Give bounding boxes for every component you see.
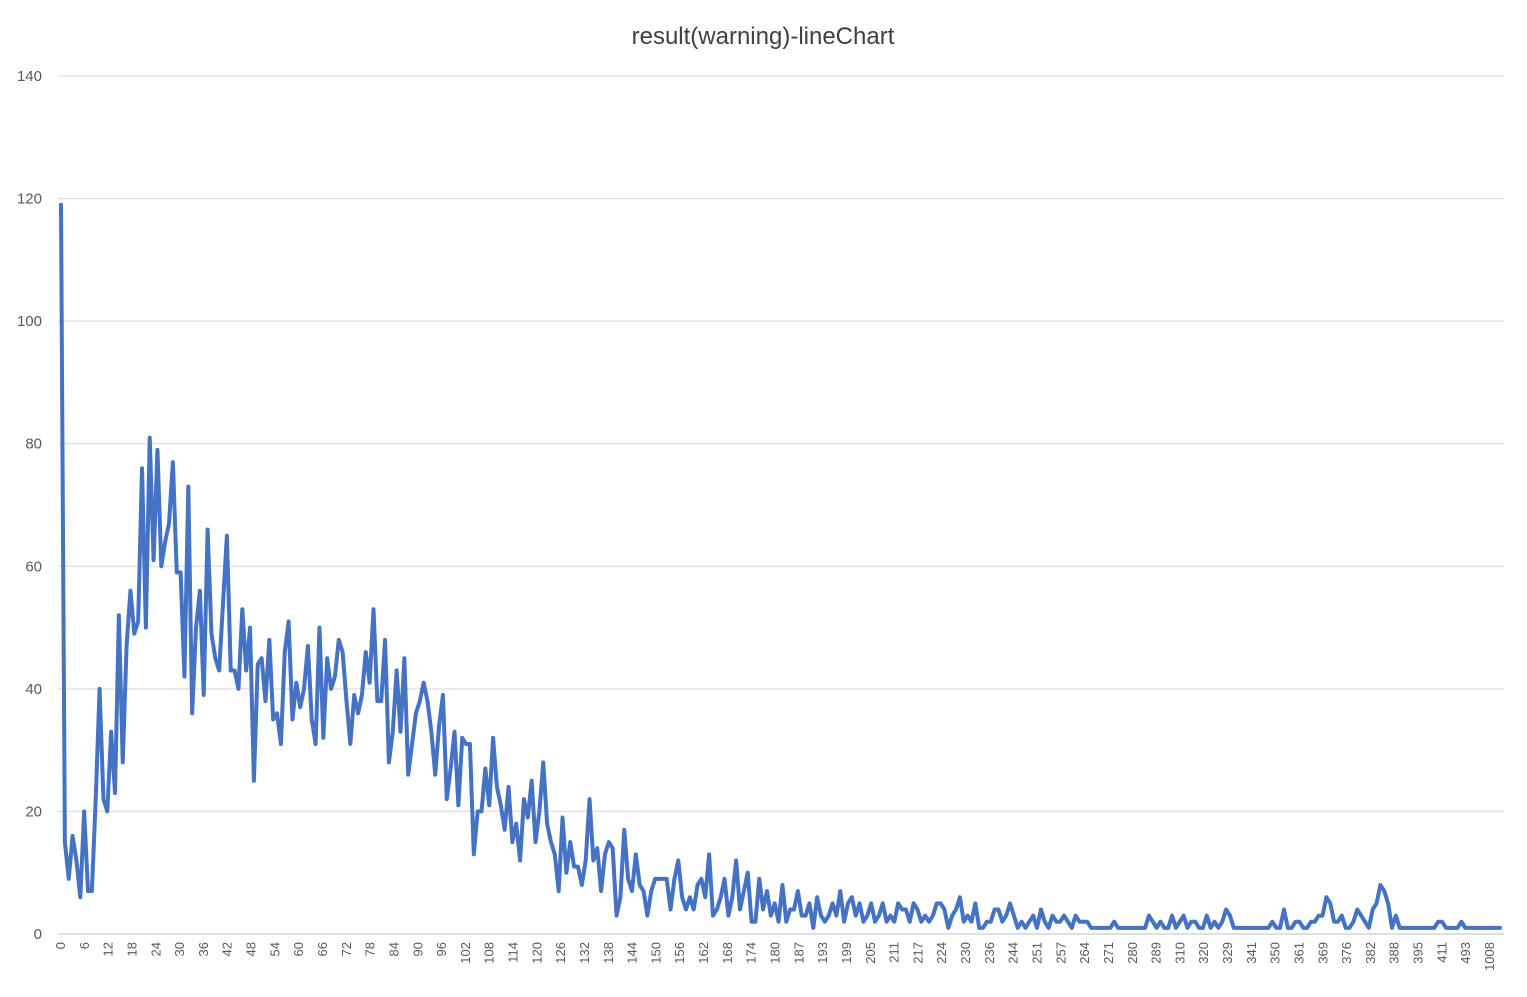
x-tick-label: 310 — [1172, 942, 1187, 964]
x-tick-label: 1008 — [1482, 942, 1497, 971]
x-tick-label: 90 — [410, 942, 425, 956]
chart-title: result(warning)-lineChart — [632, 23, 895, 50]
x-tick-label: 350 — [1268, 942, 1283, 964]
x-tick-label: 493 — [1458, 942, 1473, 964]
x-tick-label: 211 — [887, 942, 902, 963]
x-tick-label: 12 — [101, 942, 116, 956]
y-tick-label: 100 — [17, 313, 42, 330]
x-tick-label: 132 — [577, 942, 592, 964]
x-tick-label: 18 — [124, 942, 139, 956]
series-layer — [59, 202, 1502, 930]
x-tick-label: 369 — [1315, 942, 1330, 964]
x-tick-label: 174 — [744, 942, 759, 964]
x-tick-label: 24 — [148, 942, 163, 956]
x-tick-label: 320 — [1196, 942, 1211, 964]
x-tick-label: 361 — [1291, 942, 1306, 964]
x-tick-label: 187 — [791, 942, 806, 964]
x-tick-label: 66 — [315, 942, 330, 956]
x-tick-label: 30 — [172, 942, 187, 956]
x-tick-label: 72 — [339, 942, 354, 956]
y-tick-label: 20 — [25, 803, 42, 820]
y-tick-label: 140 — [17, 68, 42, 85]
x-tick-label: 236 — [982, 942, 997, 964]
x-tick-label: 289 — [1149, 942, 1164, 964]
x-tick-label: 138 — [601, 942, 616, 964]
y-tick-label: 40 — [25, 681, 42, 698]
x-tick-label: 36 — [196, 942, 211, 956]
x-tick-label: 244 — [1006, 942, 1021, 964]
x-tick-label: 341 — [1244, 942, 1259, 964]
x-tick-label: 96 — [434, 942, 449, 956]
x-tick-label: 84 — [386, 942, 401, 956]
x-tick-label: 168 — [720, 942, 735, 964]
y-tick-label: 0 — [34, 926, 42, 943]
x-tick-label: 217 — [910, 942, 925, 964]
x-tick-label: 126 — [553, 942, 568, 964]
x-tick-label: 382 — [1363, 942, 1378, 964]
x-tick-label: 224 — [934, 942, 949, 964]
y-axis-ticks: 0 20 40 60 80 100 120 140 — [17, 68, 42, 943]
x-tick-label: 199 — [839, 942, 854, 964]
x-tick-label: 205 — [863, 942, 878, 964]
x-tick-label: 388 — [1387, 942, 1402, 964]
x-tick-label: 193 — [815, 942, 830, 964]
x-tick-label: 78 — [363, 942, 378, 956]
x-tick-label: 60 — [291, 942, 306, 956]
x-tick-label: 48 — [244, 942, 259, 956]
series-line — [59, 202, 1502, 930]
x-tick-label: 120 — [529, 942, 544, 964]
x-tick-label: 180 — [768, 942, 783, 964]
x-tick-label: 230 — [958, 942, 973, 964]
x-tick-label: 162 — [696, 942, 711, 964]
x-tick-label: 411 — [1434, 942, 1449, 963]
x-tick-label: 329 — [1220, 942, 1235, 964]
x-tick-label: 257 — [1053, 942, 1068, 964]
y-tick-label: 120 — [17, 191, 42, 208]
x-tick-label: 376 — [1339, 942, 1354, 964]
x-tick-label: 251 — [1029, 942, 1044, 964]
x-tick-label: 6 — [77, 942, 92, 949]
x-tick-label: 150 — [648, 942, 663, 964]
x-tick-label: 114 — [506, 942, 521, 963]
x-tick-label: 54 — [267, 942, 282, 956]
x-axis-ticks: 0 6 12 18 24 30 36 42 48 54 60 66 72 78 84 90 96 102 108 11… — [53, 942, 1497, 971]
x-tick-label: 395 — [1411, 942, 1426, 964]
x-tick-label: 264 — [1077, 942, 1092, 964]
x-tick-label: 156 — [672, 942, 687, 964]
y-tick-label: 60 — [25, 558, 42, 575]
x-tick-label: 271 — [1101, 942, 1116, 964]
x-tick-label: 108 — [482, 942, 497, 964]
y-tick-label: 80 — [25, 436, 42, 453]
x-tick-label: 280 — [1125, 942, 1140, 964]
x-tick-label: 42 — [220, 942, 235, 956]
x-tick-label: 0 — [53, 942, 68, 949]
x-tick-label: 102 — [458, 942, 473, 964]
x-tick-label: 144 — [625, 942, 640, 964]
